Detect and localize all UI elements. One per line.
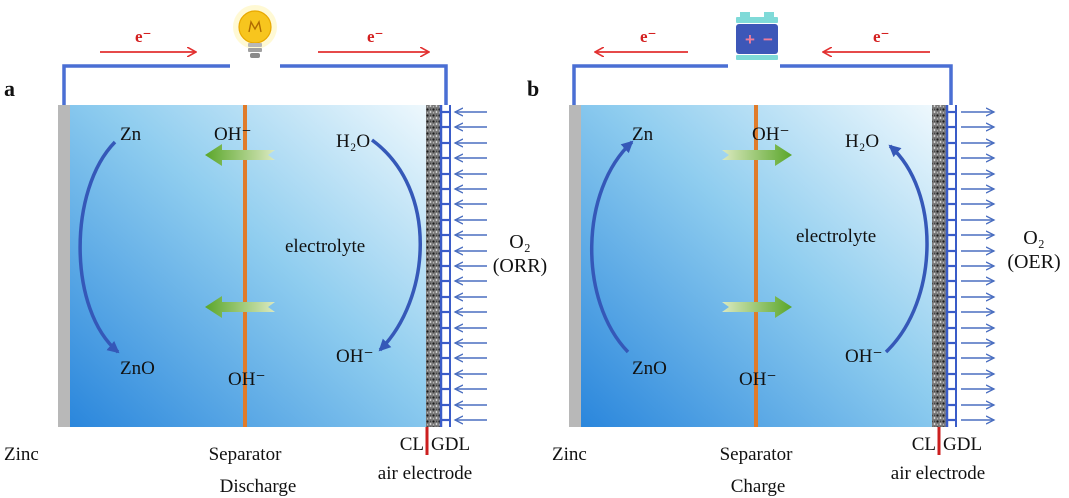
- separator-label: Separator: [209, 444, 282, 465]
- oxygen-inflow-arrows: [455, 112, 487, 420]
- separator-membrane: [754, 105, 758, 427]
- catalyst-layer: [932, 105, 946, 427]
- cl-label: CL: [400, 434, 424, 455]
- zinc-electrode-label: Zinc: [4, 444, 39, 465]
- electron-label: e⁻: [135, 27, 152, 46]
- separator-label: Separator: [720, 444, 793, 465]
- zinc-electrode: [569, 105, 581, 427]
- oxygen-outflow-arrows: [961, 112, 994, 420]
- air-electrode-label: air electrode: [891, 463, 985, 484]
- zinc-oxide-label: ZnO: [120, 358, 155, 379]
- hydroxide-label-bottom: OH⁻: [228, 369, 265, 390]
- oxygen-label: O₂: [509, 231, 530, 253]
- zinc-species-label: Zn: [120, 124, 142, 145]
- cl-label: CL: [912, 434, 936, 455]
- hydroxide-label-right: OH⁻: [336, 346, 373, 367]
- external-circuit-wire: [572, 64, 953, 105]
- panel-b-charge: b e⁻ e⁻ + −: [527, 12, 1061, 497]
- gdl-label: GDL: [943, 434, 982, 455]
- light-bulb-icon: [233, 5, 277, 58]
- panel-a-discharge: a e⁻ e⁻: [4, 5, 547, 497]
- hydroxide-label-right: OH⁻: [845, 346, 882, 367]
- battery-icon: + −: [736, 12, 778, 60]
- oxygen-label: O₂: [1023, 227, 1044, 249]
- catalyst-layer: [426, 105, 440, 427]
- gas-diffusion-layer: [945, 105, 957, 427]
- electrolyte-label: electrolyte: [285, 236, 365, 257]
- panel-letter: a: [4, 76, 15, 101]
- zinc-electrode-label: Zinc: [552, 444, 587, 465]
- hydroxide-flow-arrow-bottom: [722, 296, 792, 318]
- reaction-label: (OER): [1007, 251, 1060, 273]
- hydroxide-flow-arrow-bottom: [205, 296, 275, 318]
- hydroxide-label-bottom: OH⁻: [739, 369, 776, 390]
- external-circuit-wire: [62, 64, 448, 105]
- zinc-electrode: [58, 105, 70, 427]
- zno-to-zn-arrow: [590, 140, 634, 354]
- separator-membrane: [243, 105, 247, 427]
- battery-plus: +: [745, 30, 755, 49]
- air-electrode-label: air electrode: [378, 463, 472, 484]
- hydroxide-label-top: OH⁻: [752, 124, 789, 145]
- mode-label: Charge: [731, 476, 786, 497]
- electron-label: e⁻: [873, 27, 890, 46]
- hydroxide-flow-arrow-top: [722, 144, 792, 166]
- panel-letter: b: [527, 76, 539, 101]
- h2o-to-oh-arrow: [370, 138, 422, 352]
- water-label: H₂O: [845, 131, 879, 152]
- electron-label: e⁻: [640, 27, 657, 46]
- reaction-label: (ORR): [493, 255, 547, 277]
- zn-to-zno-arrow: [78, 140, 120, 354]
- gas-diffusion-layer: [439, 105, 451, 427]
- zinc-species-label: Zn: [632, 124, 654, 145]
- electron-label: e⁻: [367, 27, 384, 46]
- hydroxide-label-top: OH⁻: [214, 124, 251, 145]
- oh-to-h2o-arrow: [884, 144, 929, 354]
- mode-label: Discharge: [220, 476, 297, 497]
- hydroxide-flow-arrow-top: [205, 144, 275, 166]
- water-label: H₂O: [336, 131, 370, 152]
- electrolyte-label: electrolyte: [796, 226, 876, 247]
- gdl-label: GDL: [431, 434, 470, 455]
- battery-minus: −: [763, 30, 773, 49]
- zinc-oxide-label: ZnO: [632, 358, 667, 379]
